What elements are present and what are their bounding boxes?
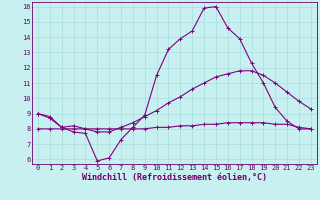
X-axis label: Windchill (Refroidissement éolien,°C): Windchill (Refroidissement éolien,°C) [82, 173, 267, 182]
